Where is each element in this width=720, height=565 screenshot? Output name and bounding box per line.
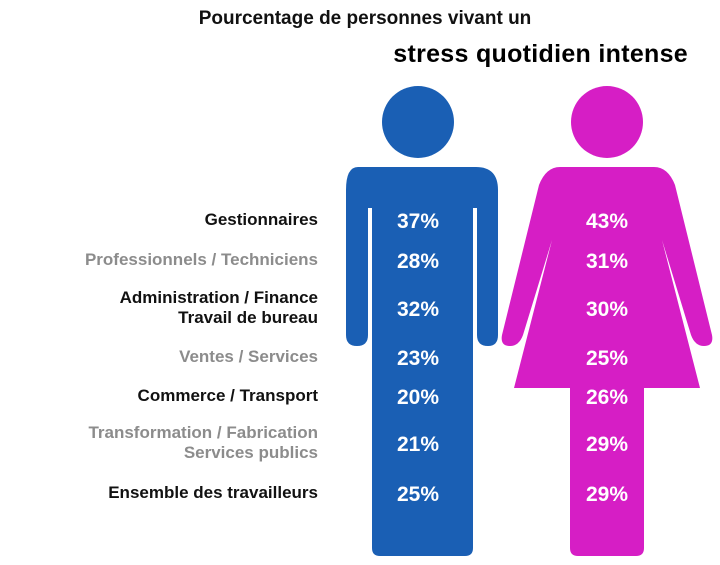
woman-value-label: 30% [586,298,628,321]
category-label-line: Gestionnaires [204,210,318,229]
woman-value-label: 25% [586,347,628,370]
man-value-label: 32% [397,298,439,321]
value-labels: 37% 28% 32% 23% 20% 21% 25% 43% 31% 30% 25% 26% 29% 2… [397,210,628,506]
woman-value-label: 26% [586,386,628,409]
category-label-line: Travail de bureau [178,308,318,327]
category-label-line: Ensemble des travailleurs [108,483,318,502]
category-label: Administration / Finance Travail de burea… [0,288,318,328]
category-label-line: Transformation / Fabrication [88,423,318,442]
category-label: Transformation / Fabrication Services pub… [0,423,318,463]
man-body [346,167,498,556]
woman-value-label: 31% [586,250,628,273]
category-label-line: Services publics [183,443,318,462]
woman-head [571,86,643,158]
man-value-label: 21% [397,433,439,456]
woman-value-label: 43% [586,210,628,233]
woman-icon [501,86,713,556]
chart-title-line2: stress quotidien intense [393,40,688,68]
category-label: Commerce / Transport [0,386,318,406]
category-label: Ensemble des travailleurs [0,483,318,503]
category-label-line: Professionnels / Techniciens [84,250,318,269]
category-label: Gestionnaires [0,210,318,230]
category-label-line: Ventes / Services [179,347,318,366]
man-value-label: 28% [397,250,439,273]
man-value-label: 37% [397,210,439,233]
woman-value-label: 29% [586,433,628,456]
category-label: Ventes / Services [0,347,318,367]
chart-title-line1: Pourcentage de personnes vivant un [198,8,532,29]
category-label-line: Administration / Finance [119,288,318,307]
category-label: Professionnels / Techniciens [0,250,318,270]
man-head [382,86,454,158]
woman-body [501,167,713,556]
category-label-line: Commerce / Transport [137,386,318,405]
man-value-label: 25% [397,483,439,506]
man-value-label: 20% [397,386,439,409]
man-icon [346,86,498,556]
man-value-label: 23% [397,347,439,370]
woman-value-label: 29% [586,483,628,506]
